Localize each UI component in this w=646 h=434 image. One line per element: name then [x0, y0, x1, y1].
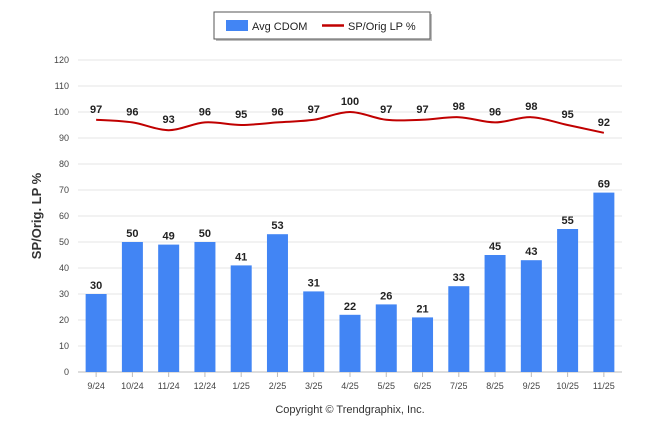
y-tick-label: 30	[59, 289, 69, 299]
bar-data-label: 69	[598, 179, 610, 191]
bar-data-label: 55	[561, 215, 573, 227]
bar	[557, 229, 579, 372]
bar	[194, 242, 216, 372]
bar	[375, 304, 397, 372]
line-data-label: 97	[416, 104, 428, 116]
line-data-label: 93	[163, 114, 175, 126]
bar-data-label: 33	[453, 272, 465, 284]
y-tick-label: 60	[59, 211, 69, 221]
bar-data-label: 26	[380, 290, 392, 302]
bar-data-label: 43	[525, 246, 537, 258]
y-axis-label: SP/Orig. LP %	[29, 172, 44, 259]
x-tick-label: 10/25	[556, 381, 579, 391]
y-tick-label: 70	[59, 185, 69, 195]
line-data-label: 98	[525, 101, 537, 113]
bar-data-label: 22	[344, 301, 356, 313]
line-data-label: 96	[126, 106, 138, 118]
x-tick-label: 7/25	[450, 381, 468, 391]
y-tick-label: 50	[59, 237, 69, 247]
line-data-label: 95	[235, 109, 247, 121]
bar	[593, 192, 615, 372]
bar-data-label: 50	[199, 228, 211, 240]
y-tick-label: 0	[64, 367, 69, 377]
line-data-label: 97	[90, 104, 102, 116]
bar-data-label: 53	[271, 220, 283, 232]
legend-label-sp-orig-lp: SP/Orig LP %	[348, 21, 416, 33]
x-tick-label: 11/24	[158, 381, 180, 391]
x-tick-label: 8/25	[486, 381, 504, 391]
bar	[266, 234, 288, 372]
line-data-label: 98	[453, 101, 465, 113]
y-tick-label: 80	[59, 159, 69, 169]
bar-data-label: 30	[90, 280, 102, 292]
y-tick-label: 100	[54, 107, 69, 117]
x-axis-ticks: 9/24 10/24 11/24 12/24 1/25 2/25 3/25 4/25 5/25 6…	[87, 372, 615, 391]
bar	[448, 286, 470, 372]
bar-data-label: 21	[416, 303, 428, 315]
bar-data-label: 49	[163, 231, 175, 243]
y-tick-label: 10	[59, 341, 69, 351]
legend-swatch-avg-cdom	[226, 20, 248, 31]
bar	[303, 291, 325, 372]
bar-data-label: 41	[235, 251, 247, 263]
bar	[158, 244, 180, 372]
line-series: 97 96 93 96 95 96 97 100 97 97 98 96 98 95 92	[90, 96, 610, 134]
y-tick-label: 20	[59, 315, 69, 325]
x-tick-label: 11/25	[593, 381, 615, 391]
bar-data-label: 31	[308, 277, 320, 289]
x-tick-label: 1/25	[232, 381, 250, 391]
bar-data-label: 45	[489, 241, 501, 253]
bar	[484, 255, 506, 372]
line-data-label: 96	[271, 106, 283, 118]
copyright-text: Copyright © Trendgraphix, Inc.	[275, 404, 424, 416]
sp-orig-lp-line	[96, 110, 605, 134]
line-data-label: 97	[380, 104, 392, 116]
bar	[230, 265, 252, 372]
bar	[121, 242, 143, 372]
line-data-label: 97	[308, 104, 320, 116]
y-tick-label: 40	[59, 263, 69, 273]
x-tick-label: 6/25	[414, 381, 432, 391]
legend: Avg CDOM SP/Orig LP %	[213, 11, 432, 41]
y-tick-label: 90	[59, 133, 69, 143]
y-tick-label: 120	[54, 55, 69, 65]
line-data-label: 95	[561, 109, 573, 121]
bar-data-label: 50	[126, 228, 138, 240]
bar	[339, 314, 361, 372]
x-tick-label: 10/24	[121, 381, 144, 391]
line-data-label: 96	[199, 106, 211, 118]
x-tick-label: 9/25	[523, 381, 541, 391]
bar	[412, 317, 434, 372]
legend-label-avg-cdom: Avg CDOM	[252, 21, 307, 33]
x-tick-label: 3/25	[305, 381, 323, 391]
line-data-label: 96	[489, 106, 501, 118]
x-tick-label: 5/25	[378, 381, 396, 391]
bar	[85, 294, 107, 372]
x-tick-label: 12/24	[194, 381, 217, 391]
y-axis-ticks: 0 10 20 30 40 50 60 70 80 90 100 110 120	[54, 55, 69, 377]
bar-series: 30 50 49 50 41 53 31 22 26 21 33 45 43 55 69	[85, 179, 615, 372]
x-tick-label: 4/25	[341, 381, 359, 391]
x-tick-label: 2/25	[269, 381, 287, 391]
bar	[520, 260, 542, 372]
y-tick-label: 110	[55, 81, 69, 91]
line-data-label: 92	[598, 117, 610, 129]
x-tick-label: 9/24	[87, 381, 105, 391]
line-data-label: 100	[341, 96, 359, 108]
